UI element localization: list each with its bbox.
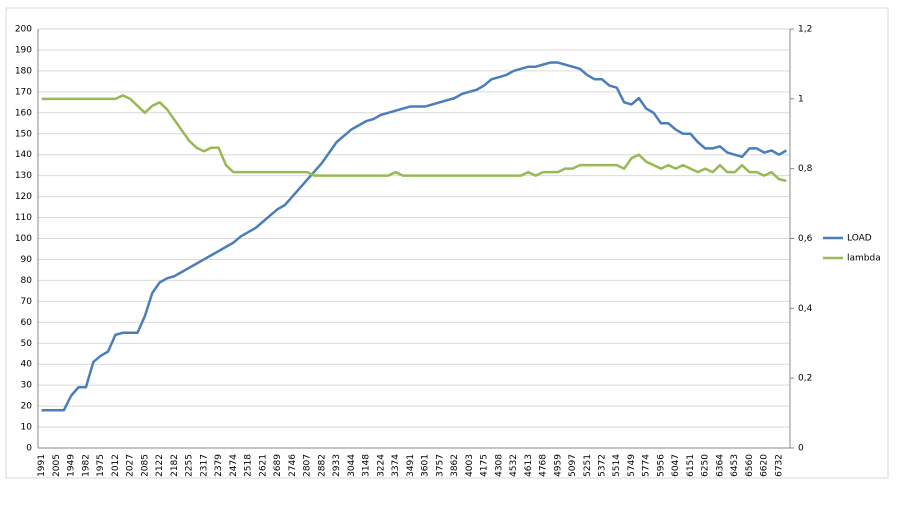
y2-tick-label: 0,8 xyxy=(798,164,813,174)
y2-tick-label: 0,6 xyxy=(798,234,813,244)
y-tick-label: 70 xyxy=(21,297,33,307)
x-tick-label: 2807 xyxy=(303,454,313,477)
y-tick-label: 0 xyxy=(26,444,32,454)
y-tick-label: 20 xyxy=(21,402,33,412)
y-tick-label: 10 xyxy=(21,423,33,433)
y-tick-label: 140 xyxy=(15,150,32,160)
x-tick-label: 3224 xyxy=(376,454,386,477)
x-tick-label: 2027 xyxy=(126,454,136,477)
x-tick-label: 6151 xyxy=(686,454,696,477)
y-tick-label: 160 xyxy=(15,108,32,118)
y-tick-label: 40 xyxy=(21,360,33,370)
x-tick-label: 5514 xyxy=(612,454,622,477)
x-tick-label: 2746 xyxy=(288,454,298,477)
x-tick-label: 1991 xyxy=(37,454,47,477)
x-tick-label: 2689 xyxy=(273,454,283,477)
y-tick-label: 50 xyxy=(21,339,33,349)
x-tick-label: 4768 xyxy=(539,454,549,477)
x-tick-label: 2012 xyxy=(111,454,121,477)
x-tick-label: 4308 xyxy=(494,454,504,477)
y-tick-label: 170 xyxy=(15,87,32,97)
x-tick-label: 5251 xyxy=(583,454,593,477)
y-tick-label: 100 xyxy=(15,234,32,244)
x-tick-label: 2255 xyxy=(185,454,195,477)
x-tick-label: 3491 xyxy=(406,454,416,477)
x-tick-label: 4175 xyxy=(480,454,490,477)
y-tick-label: 130 xyxy=(15,171,32,181)
x-tick-label: 3757 xyxy=(435,454,445,477)
x-tick-label: 6453 xyxy=(730,454,740,477)
x-tick-label: 6620 xyxy=(760,454,770,477)
x-tick-label: 6047 xyxy=(671,454,681,477)
x-tick-label: 6364 xyxy=(715,454,725,477)
x-tick-label: 3148 xyxy=(362,454,372,477)
x-tick-label: 5956 xyxy=(656,454,666,477)
x-tick-label: 2122 xyxy=(155,454,165,477)
y-tick-label: 90 xyxy=(21,255,33,265)
x-tick-label: 1949 xyxy=(67,454,77,477)
x-tick-label: 6560 xyxy=(745,454,755,477)
x-tick-label: 2518 xyxy=(244,454,254,477)
x-tick-label: 5372 xyxy=(598,454,608,477)
x-tick-label: 4959 xyxy=(553,454,563,477)
y-tick-label: 80 xyxy=(21,276,33,286)
x-tick-label: 2085 xyxy=(140,454,150,477)
y-tick-label: 200 xyxy=(15,25,32,35)
y-tick-label: 60 xyxy=(21,318,33,328)
x-tick-label: 3044 xyxy=(347,454,357,477)
y2-tick-label: 0,4 xyxy=(798,304,813,314)
y2-tick-label: 0 xyxy=(798,444,804,454)
x-tick-label: 1982 xyxy=(81,454,91,477)
y2-tick-label: 0,2 xyxy=(798,374,812,384)
y-tick-label: 110 xyxy=(15,213,32,223)
x-tick-label: 2933 xyxy=(332,454,342,477)
x-tick-label: 4003 xyxy=(465,454,475,477)
x-tick-label: 1975 xyxy=(96,454,106,477)
y2-tick-label: 1,2 xyxy=(798,25,812,35)
series-line xyxy=(41,94,787,183)
x-tick-label: 4532 xyxy=(509,454,519,477)
legend-label: LOAD xyxy=(847,234,872,244)
legend-label: lambda xyxy=(847,254,881,264)
y2-tick-label: 1 xyxy=(798,94,804,104)
x-tick-label: 3862 xyxy=(450,454,460,477)
x-tick-label: 5097 xyxy=(568,454,578,477)
y-tick-label: 190 xyxy=(15,45,32,55)
x-tick-label: 2474 xyxy=(229,454,239,477)
x-tick-label: 2621 xyxy=(258,454,268,477)
y-tick-label: 120 xyxy=(15,192,32,202)
x-tick-label: 4613 xyxy=(524,454,534,477)
series-line xyxy=(41,61,787,412)
x-tick-label: 2882 xyxy=(317,454,327,477)
y-tick-label: 150 xyxy=(15,129,32,139)
x-tick-label: 6732 xyxy=(774,454,784,477)
y-tick-label: 30 xyxy=(21,381,33,391)
x-tick-label: 2379 xyxy=(214,454,224,477)
y-tick-label: 180 xyxy=(15,66,32,76)
x-tick-label: 3601 xyxy=(421,454,431,477)
x-tick-label: 6250 xyxy=(701,454,711,477)
x-tick-label: 5749 xyxy=(627,454,637,477)
x-tick-label: 2005 xyxy=(52,454,62,477)
x-tick-label: 2317 xyxy=(199,454,209,477)
x-tick-label: 2182 xyxy=(170,454,180,477)
x-tick-label: 5774 xyxy=(642,454,652,477)
x-tick-label: 3374 xyxy=(391,454,401,477)
chart-frame xyxy=(5,7,889,479)
